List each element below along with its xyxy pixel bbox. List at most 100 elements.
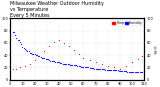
Point: [107, 69, 109, 70]
Point: [99, 68, 102, 70]
Point: [136, 72, 138, 73]
Point: [41, 57, 43, 58]
Point: [124, 70, 126, 72]
Point: [55, 62, 58, 63]
Point: [25, 49, 27, 50]
Point: [72, 65, 75, 66]
Point: [88, 59, 91, 61]
Point: [43, 57, 46, 59]
Point: [87, 67, 90, 68]
Point: [125, 65, 127, 67]
Point: [104, 69, 107, 70]
Y-axis label: %/°F: %/°F: [155, 44, 159, 54]
Point: [119, 68, 121, 69]
Point: [77, 65, 80, 67]
Point: [110, 70, 113, 71]
Point: [130, 71, 132, 72]
Point: [16, 39, 19, 40]
Point: [19, 67, 21, 68]
Point: [137, 72, 140, 73]
Point: [71, 64, 74, 66]
Point: [115, 70, 118, 71]
Point: [108, 69, 110, 70]
Point: [61, 63, 64, 64]
Point: [97, 68, 99, 69]
Point: [11, 31, 14, 33]
Point: [114, 70, 116, 71]
Point: [92, 67, 94, 69]
Point: [121, 70, 124, 72]
Point: [39, 56, 42, 58]
Point: [19, 41, 21, 42]
Point: [93, 68, 96, 69]
Point: [82, 66, 85, 67]
Point: [47, 59, 49, 60]
Point: [78, 65, 81, 67]
Point: [125, 70, 127, 72]
Point: [83, 67, 86, 68]
Point: [38, 56, 41, 57]
Point: [50, 60, 53, 61]
Point: [75, 65, 77, 66]
Point: [113, 67, 115, 68]
Point: [117, 70, 120, 72]
Point: [15, 68, 18, 69]
Point: [22, 47, 25, 48]
Point: [52, 60, 54, 62]
Point: [107, 65, 109, 67]
Point: [60, 62, 63, 64]
Point: [111, 70, 114, 71]
Point: [21, 46, 24, 47]
Point: [58, 39, 60, 40]
Point: [131, 62, 133, 63]
Point: [26, 50, 29, 52]
Point: [85, 67, 87, 68]
Point: [28, 52, 31, 53]
Point: [53, 41, 55, 42]
Point: [82, 57, 85, 58]
Point: [100, 64, 103, 65]
Point: [24, 65, 26, 67]
Point: [105, 69, 108, 70]
Legend: Temp, Humidity: Temp, Humidity: [111, 20, 143, 26]
Point: [70, 64, 72, 66]
Point: [44, 58, 47, 59]
Point: [48, 59, 51, 61]
Point: [77, 53, 80, 55]
Point: [33, 59, 36, 61]
Point: [30, 53, 32, 54]
Point: [63, 42, 65, 44]
Point: [15, 37, 18, 39]
Point: [89, 67, 92, 69]
Point: [132, 71, 135, 72]
Point: [65, 64, 68, 65]
Point: [59, 62, 61, 64]
Point: [127, 71, 130, 72]
Point: [68, 64, 70, 65]
Point: [74, 65, 76, 66]
Point: [13, 32, 15, 33]
Point: [113, 70, 115, 71]
Point: [94, 68, 97, 69]
Point: [80, 66, 82, 67]
Point: [88, 67, 91, 69]
Point: [58, 62, 60, 63]
Point: [17, 40, 20, 41]
Point: [46, 59, 48, 60]
Point: [42, 57, 44, 59]
Point: [20, 43, 22, 45]
Point: [27, 51, 30, 52]
Point: [11, 68, 14, 69]
Point: [14, 35, 16, 36]
Point: [31, 53, 33, 55]
Point: [135, 71, 137, 72]
Point: [72, 50, 75, 51]
Point: [122, 70, 125, 72]
Point: [81, 66, 84, 67]
Point: [28, 63, 31, 64]
Point: [43, 51, 46, 52]
Point: [140, 72, 142, 73]
Point: [141, 72, 143, 73]
Point: [86, 67, 88, 68]
Point: [37, 55, 40, 56]
